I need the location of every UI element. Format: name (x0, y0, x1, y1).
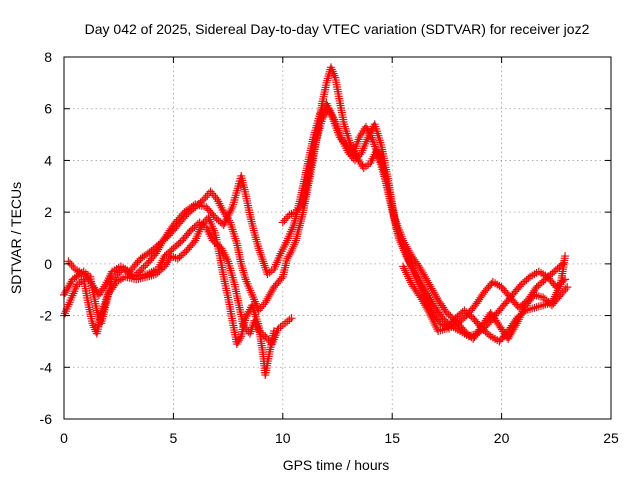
y-axis-label: SDTVAR / TECUs (8, 182, 24, 294)
data-point (172, 241, 181, 250)
data-point (176, 238, 185, 247)
y-tick-label: 0 (44, 256, 52, 272)
chart-title: Day 042 of 2025, Sidereal Day-to-day VTE… (85, 21, 590, 37)
x-tick-label: 0 (60, 430, 68, 446)
y-tick-label: 8 (44, 49, 52, 65)
x-tick-label: 25 (603, 430, 619, 446)
x-tick-label: 20 (494, 430, 510, 446)
data-point (180, 248, 189, 257)
data-point (534, 281, 543, 290)
data-point (444, 310, 453, 319)
data-point (174, 239, 183, 248)
x-tick-label: 10 (275, 430, 291, 446)
data-point (164, 249, 173, 257)
data-point (536, 280, 545, 289)
data-point (537, 278, 546, 287)
x-axis-label: GPS time / hours (283, 457, 390, 473)
data-point (165, 247, 174, 256)
plot-frame (63, 56, 612, 420)
data-point (551, 266, 560, 275)
data-point (175, 253, 184, 262)
data-point (179, 250, 188, 259)
data-point (287, 314, 296, 323)
data-point (440, 315, 449, 324)
data-point (561, 252, 570, 261)
data-point (519, 279, 528, 287)
data-point (171, 242, 180, 251)
x-tick-label: 5 (170, 430, 178, 446)
data-point (522, 275, 531, 284)
data-point (216, 217, 225, 226)
data-point (520, 277, 529, 286)
data-point (212, 214, 221, 223)
y-tick-label: 6 (44, 101, 52, 117)
data-point (548, 269, 557, 278)
data-point (550, 267, 559, 276)
y-tick-label: 4 (44, 152, 52, 168)
grid-layer (64, 57, 611, 419)
data-point (270, 327, 279, 336)
y-tick-label: -2 (40, 308, 53, 324)
y-tick-label: -4 (40, 359, 53, 375)
data-markers (60, 63, 572, 380)
x-tick-label: 15 (384, 430, 400, 446)
data-point (169, 244, 178, 253)
data-point (188, 224, 197, 233)
data-point (561, 275, 570, 284)
data-point (563, 283, 572, 292)
axis-layer: 0 5 10 15 20 25 -6 -4 -2 0 2 4 6 8 (40, 49, 619, 446)
y-tick-label: -6 (40, 411, 53, 427)
y-tick-label: 2 (44, 204, 52, 220)
